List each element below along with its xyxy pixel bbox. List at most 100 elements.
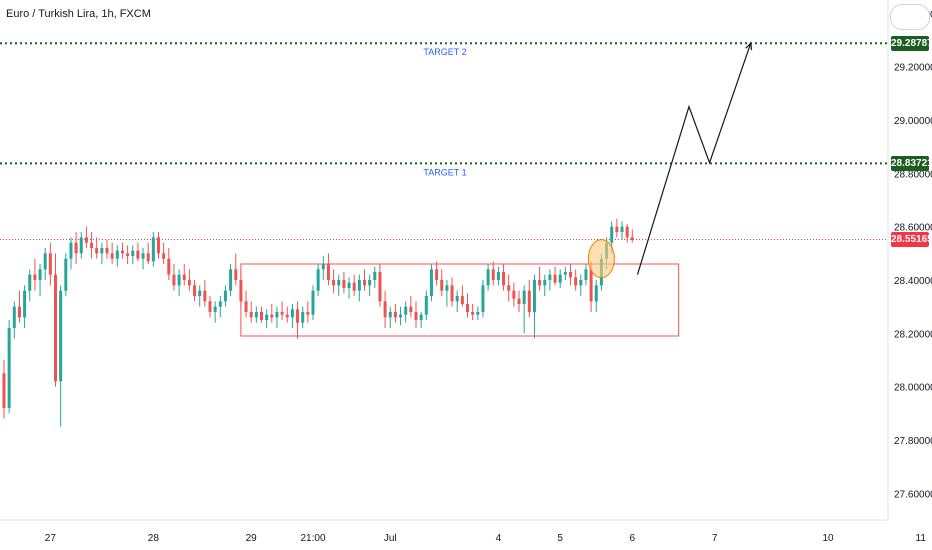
candle-body — [517, 298, 521, 304]
candle-body — [64, 258, 68, 291]
candle-body — [74, 242, 78, 254]
x-tick-label: 7 — [712, 533, 718, 544]
candle-body — [435, 269, 439, 280]
candle-body — [471, 312, 475, 315]
candle-body — [23, 290, 27, 318]
x-tick-label: Jul — [384, 533, 397, 544]
y-tick-label: 28.60000 — [894, 223, 932, 234]
candle-body — [321, 264, 325, 270]
candle-body — [311, 290, 315, 315]
projection-line — [636, 43, 752, 275]
candle-body — [193, 285, 197, 296]
y-tick-label: 28.20000 — [894, 329, 932, 340]
candle-body — [79, 237, 83, 254]
candle-body — [131, 250, 135, 256]
candle-body — [378, 272, 382, 302]
candle-body — [162, 253, 166, 259]
scale-toggle-button[interactable] — [890, 4, 930, 30]
candle-body — [610, 226, 614, 243]
candle-body — [115, 250, 119, 259]
candle-body — [543, 280, 547, 286]
y-axis[interactable]: 29.4000029.2000029.0000028.8000028.60000… — [887, 0, 932, 520]
candle-body — [574, 277, 578, 286]
target-2-label: TARGET 2 — [423, 47, 466, 57]
candle-body — [424, 296, 428, 315]
range-rectangle — [240, 263, 680, 337]
candle-body — [120, 250, 124, 254]
candle-body — [12, 306, 16, 328]
candle-body — [48, 253, 52, 275]
candle-body — [337, 280, 341, 286]
candle-body — [270, 314, 274, 318]
candle-body — [2, 373, 6, 408]
candle-body — [558, 274, 562, 283]
candle-body — [363, 280, 366, 286]
candle-body — [332, 280, 336, 286]
candle-body — [496, 272, 500, 280]
candle-body — [538, 280, 542, 286]
candle-body — [244, 301, 248, 312]
candle-body — [33, 274, 37, 280]
candle-body — [579, 280, 583, 286]
candle-body — [445, 285, 449, 291]
candle-body — [373, 272, 377, 280]
candle-body — [414, 312, 418, 320]
candle-body — [450, 285, 454, 302]
candle-body — [481, 285, 485, 312]
candle-body — [43, 253, 47, 270]
candle-body — [399, 314, 403, 318]
candle-body — [69, 242, 73, 259]
candle-body — [275, 312, 279, 318]
candle-body — [187, 280, 191, 286]
candle-body — [208, 301, 212, 312]
candle-body — [296, 309, 300, 323]
candle-body — [507, 285, 511, 291]
candle-body — [198, 290, 202, 296]
candle-body — [342, 280, 346, 288]
candle-body — [553, 274, 557, 283]
candle-body — [136, 250, 140, 259]
candle-body — [301, 312, 305, 323]
candle-body — [177, 274, 181, 286]
candle-body — [563, 272, 567, 275]
y-tick-label: 29.20000 — [894, 63, 932, 74]
x-tick-label: 27 — [45, 533, 57, 544]
candle-body — [532, 280, 536, 312]
candle-body — [409, 306, 413, 312]
x-tick-label: 4 — [496, 533, 502, 544]
candle-body — [7, 328, 11, 408]
y-tick-label: 29.00000 — [894, 116, 932, 127]
chart-title: Euro / Turkish Lira, 1h, FXCM — [6, 8, 151, 20]
candle-body — [90, 242, 94, 248]
candle-body — [316, 269, 320, 291]
y-tick-label: 27.80000 — [894, 436, 932, 447]
candle-body — [527, 290, 531, 312]
candle-body — [502, 272, 506, 286]
candle-body — [38, 269, 42, 280]
candle-body — [110, 253, 114, 259]
target-2-price-tag: 29.28787 — [891, 35, 932, 51]
candle-body — [357, 280, 361, 291]
candle-body — [522, 290, 526, 304]
y-tick-label: 28.00000 — [894, 383, 932, 394]
candle-body — [466, 304, 469, 312]
candle-body — [352, 282, 356, 291]
candle-body — [213, 306, 217, 312]
candle-body — [280, 312, 284, 315]
x-tick-label: 29 — [246, 533, 258, 544]
candle-body — [203, 290, 207, 302]
candle-body — [455, 296, 459, 302]
candle-body — [290, 309, 294, 318]
projection-path — [587, 41, 753, 279]
candle-body — [218, 301, 222, 307]
x-tick-label: 6 — [630, 533, 636, 544]
candle-body — [54, 274, 57, 382]
candle-body — [223, 290, 227, 302]
candle-body — [105, 248, 109, 254]
projection-arrowhead — [745, 41, 753, 51]
candle-body — [625, 226, 629, 238]
candle-body — [151, 237, 155, 262]
candle-body — [172, 274, 176, 286]
